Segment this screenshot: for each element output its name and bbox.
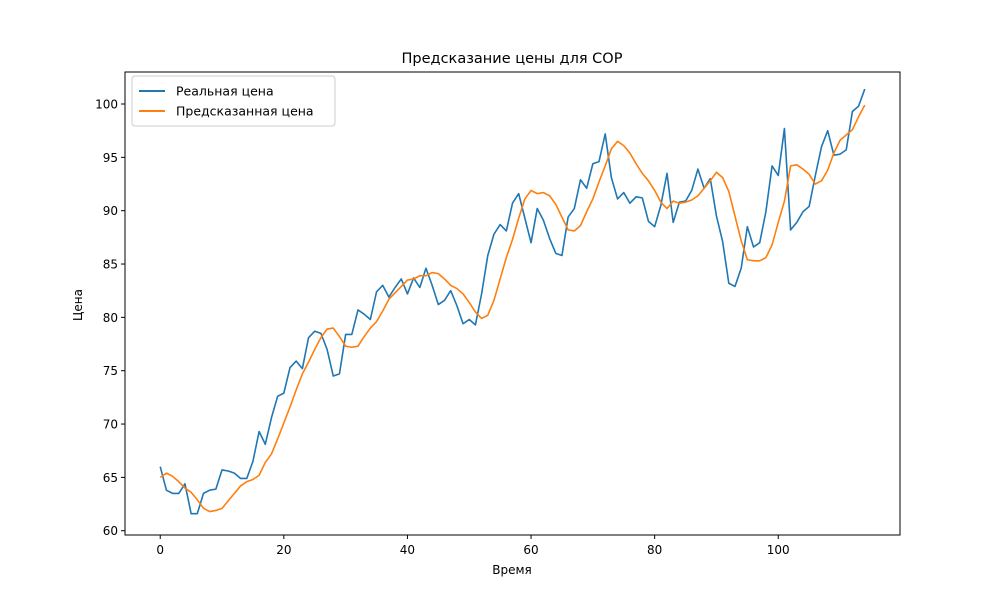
- y-tick-label: 80: [103, 311, 118, 325]
- series-line-predicted: [159, 104, 866, 513]
- x-axis-ticks: 0 20 40 60 80 100: [156, 535, 790, 557]
- y-tick-label: 90: [103, 204, 118, 218]
- legend-frame: [131, 75, 336, 127]
- y-tick-label: 70: [103, 418, 118, 432]
- x-tick-label: 40: [400, 543, 415, 557]
- legend: Реальная цена Предсказанная цена: [131, 75, 336, 127]
- axes-frame: [124, 71, 901, 536]
- y-tick-label: 95: [103, 151, 118, 165]
- x-tick-label: 100: [767, 543, 790, 557]
- series-layer: [159, 88, 866, 515]
- series-line-real: [159, 88, 866, 515]
- legend-label-real: Реальная цена: [176, 84, 274, 99]
- x-axis-label: Время: [492, 563, 532, 577]
- y-tick-label: 65: [103, 471, 118, 485]
- y-tick-label: 60: [103, 524, 118, 538]
- x-tick-label: 20: [276, 543, 291, 557]
- x-tick-label: 0: [156, 543, 164, 557]
- y-axis-label: Цена: [71, 289, 85, 321]
- plot-area: 0 20 40 60 80 100 60 65 70 75 80 85 90 95 100: [95, 71, 901, 557]
- y-tick-label: 100: [95, 98, 118, 112]
- x-tick-label: 60: [523, 543, 538, 557]
- legend-label-predicted: Предсказанная цена: [176, 104, 314, 119]
- y-tick-label: 85: [103, 258, 118, 272]
- y-axis-ticks: 60 65 70 75 80 85 90 95 100: [95, 98, 125, 538]
- x-tick-label: 80: [647, 543, 662, 557]
- chart-title: Предсказание цены для COP: [402, 51, 623, 67]
- y-tick-label: 75: [103, 364, 118, 378]
